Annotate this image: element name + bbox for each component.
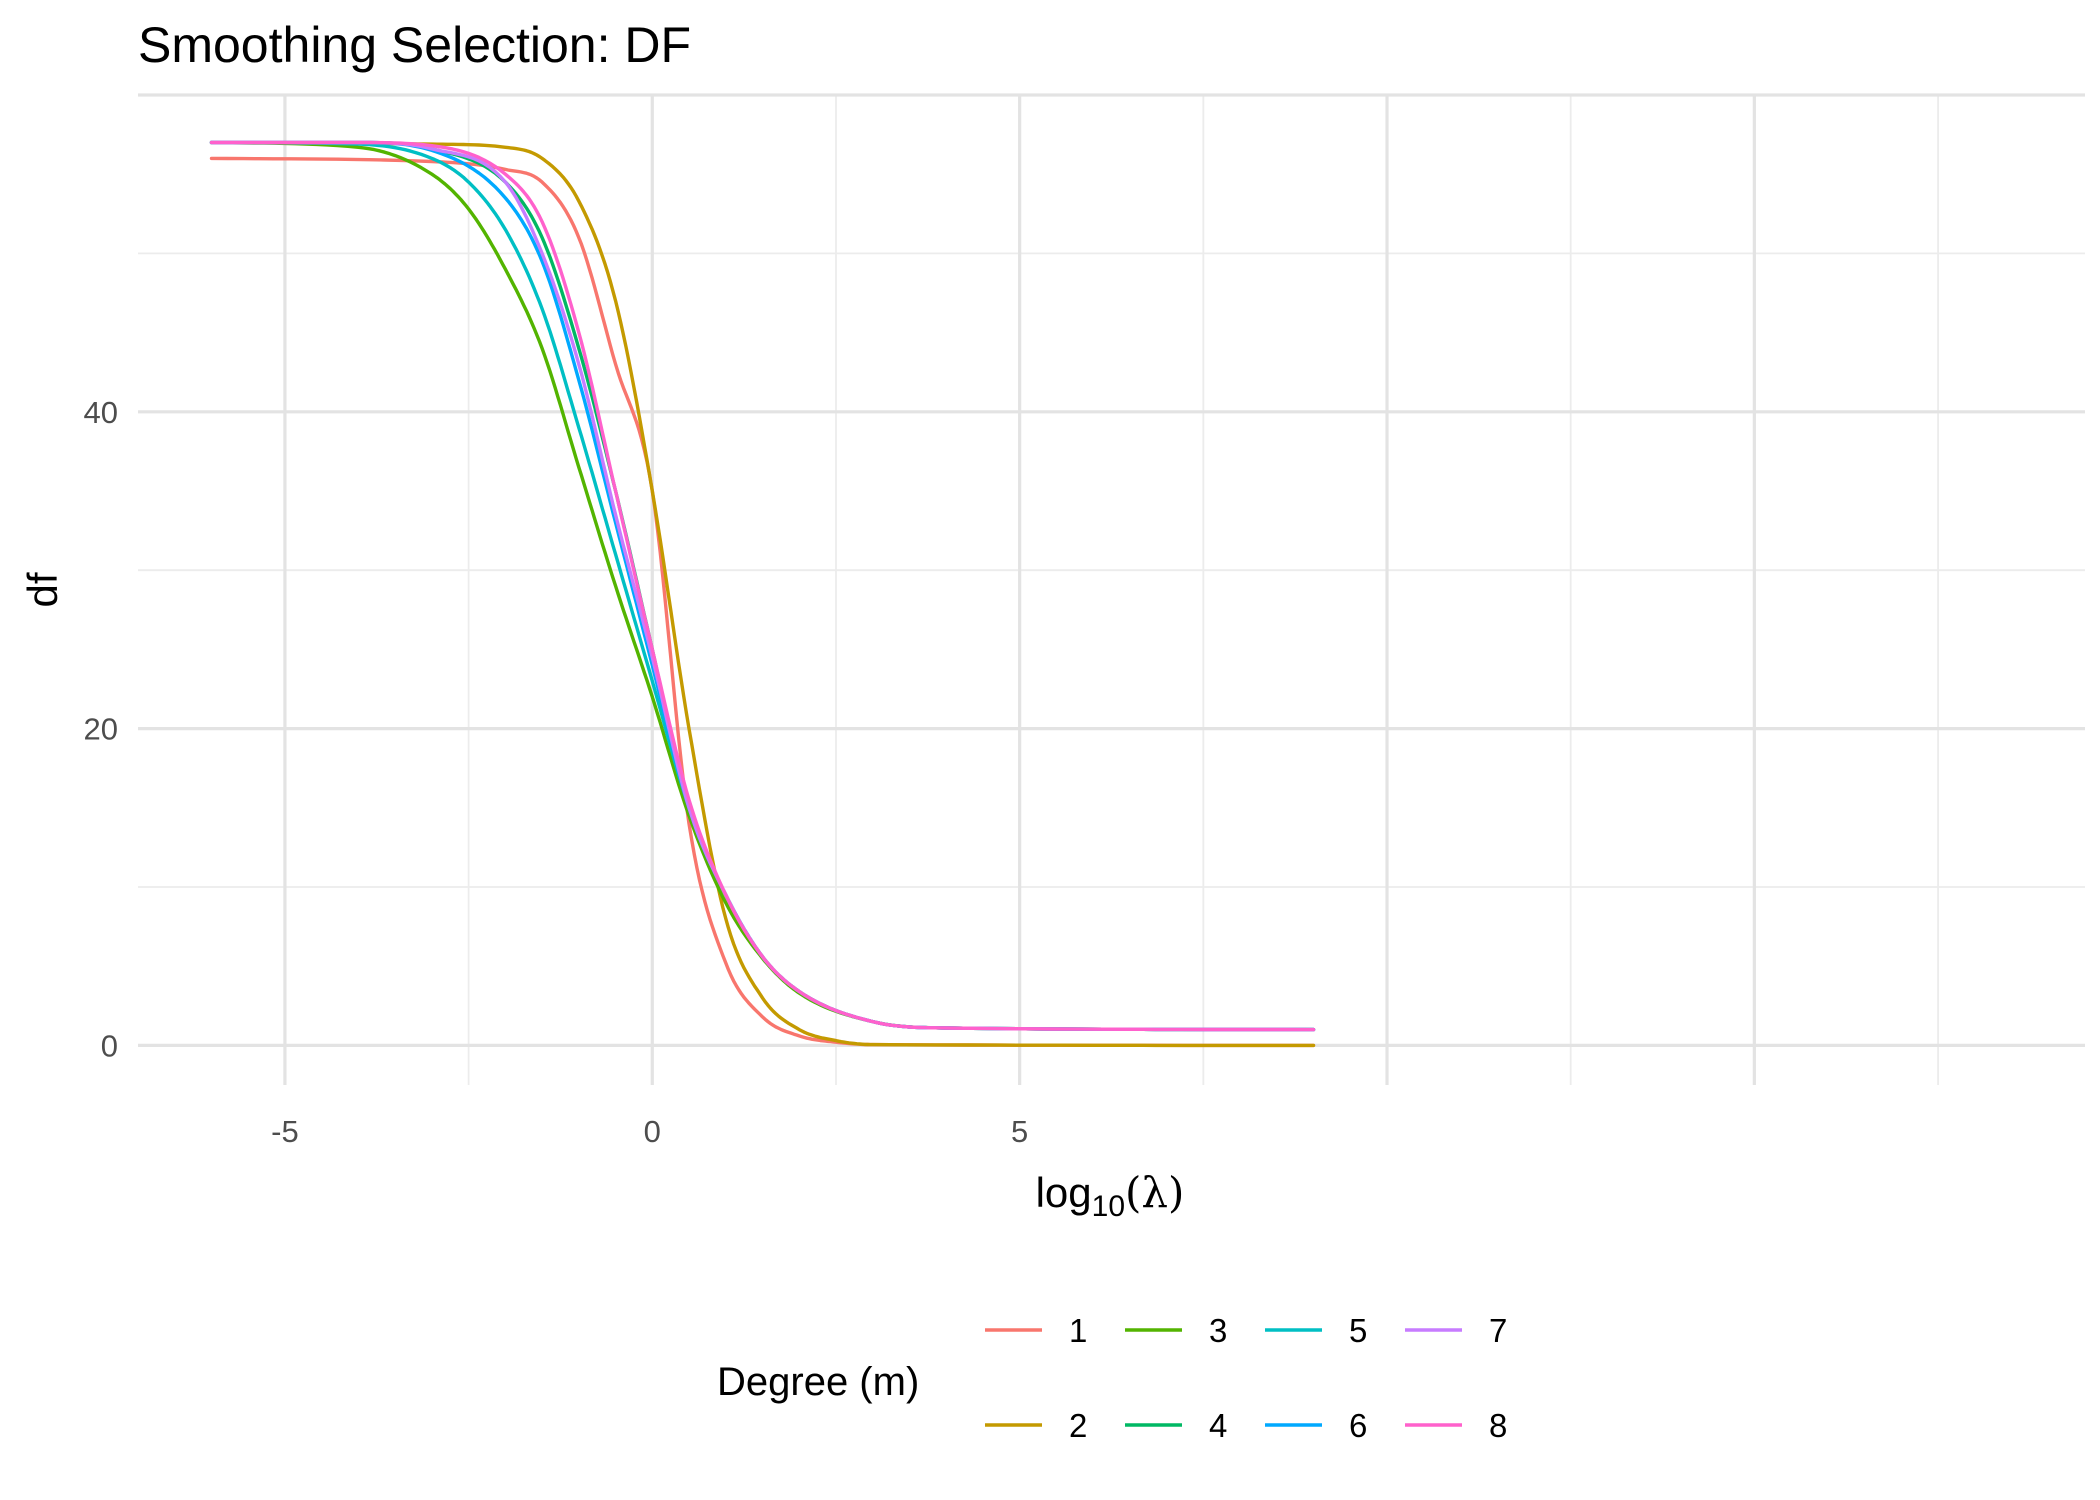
legend-label-degree-6: 6 [1349, 1407, 1367, 1444]
legend-label-degree-8: 8 [1489, 1407, 1507, 1444]
series-line-degree-3 [209, 140, 1316, 1032]
series-line-degree-8 [209, 140, 1316, 1032]
x-tick-label: -5 [271, 1114, 299, 1149]
y-tick-label: 0 [101, 1028, 118, 1063]
y-tick-label: 20 [84, 712, 118, 747]
legend-items: 1 2 3 4 5 6 7 8 [985, 1312, 1507, 1444]
legend-label-degree-3: 3 [1209, 1312, 1227, 1349]
tick-labels: -5 0 5 0 20 40 [84, 395, 1029, 1149]
x-tick-label: 5 [1011, 1114, 1028, 1149]
legend-title: Degree (m) [717, 1360, 919, 1404]
legend-label-degree-2: 2 [1069, 1407, 1087, 1444]
series-line-degree-2 [209, 140, 1316, 1048]
legend-label-degree-4: 4 [1209, 1407, 1227, 1444]
x-tick-label: 0 [644, 1114, 661, 1149]
series-line-degree-4 [209, 140, 1316, 1032]
series-lines [209, 140, 1316, 1048]
series-line-degree-1 [209, 156, 1316, 1048]
legend-label-degree-1: 1 [1069, 1312, 1087, 1349]
y-axis-title: df [19, 572, 66, 607]
legend-label-degree-7: 7 [1489, 1312, 1507, 1349]
grid [138, 93, 2085, 1085]
legend: Degree (m) 1 2 3 4 5 6 7 8 [717, 1312, 1507, 1444]
series-line-degree-5 [209, 140, 1316, 1032]
legend-label-degree-5: 5 [1349, 1312, 1367, 1349]
series-line-degree-6 [209, 140, 1316, 1032]
chart-title: Smoothing Selection: DF [138, 17, 691, 73]
series-line-degree-7 [209, 140, 1316, 1032]
x-axis-title: log10(λ) [1036, 1168, 1185, 1223]
y-tick-label: 40 [84, 395, 118, 430]
